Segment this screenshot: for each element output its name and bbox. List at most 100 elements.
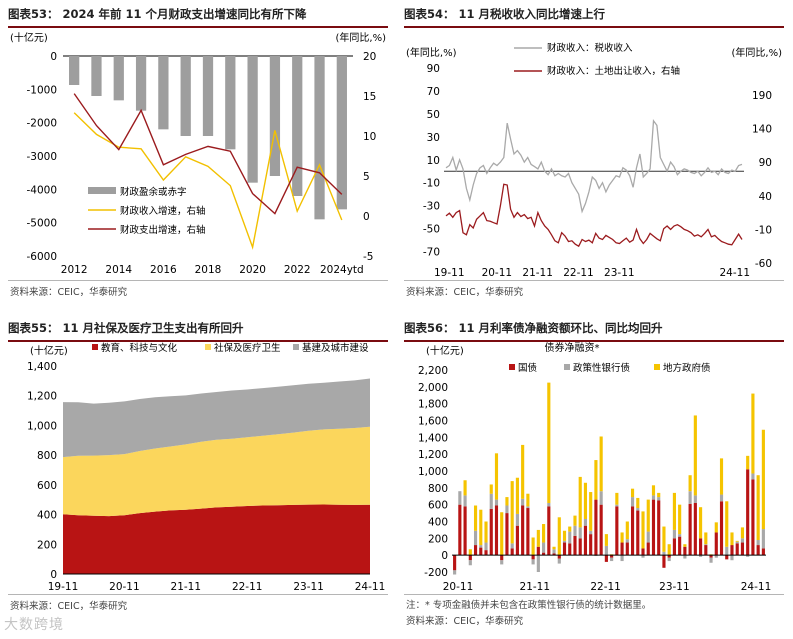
bar-policy-bank (521, 498, 525, 506)
y-tick-label-right: 40 (759, 191, 772, 203)
y-tick-label-left: 70 (427, 86, 440, 98)
bar-treasury (735, 543, 739, 556)
x-tick-label: 2012 (61, 264, 88, 276)
panel-fig56: 图表56： 11 月利率债净融资额环比、同比均回升 (十亿元) 债券净融资* 2,2… (404, 318, 784, 636)
bar-policy-bank (531, 559, 535, 565)
y-tick-label-left: -30 (423, 201, 440, 213)
y-tick-label: 1,000 (27, 420, 57, 432)
y-tick-label: 1,800 (418, 399, 448, 411)
bar-policy-bank (562, 540, 567, 543)
bar-local-gov (620, 532, 624, 543)
x-tick-label: 19-11 (434, 267, 465, 278)
y-tick-label-right: 90 (759, 157, 772, 169)
y-tick-label: 1,400 (418, 432, 448, 444)
title-rule (404, 340, 784, 342)
y-tick-label: 200 (428, 533, 448, 545)
y-tick-label: 800 (428, 483, 448, 495)
chart-fig56: (十亿元) 债券净融资* 2,200 2,000 1,800 1,600 1,400 1,20… (418, 342, 771, 592)
legend-label: 地方政府债 (663, 362, 711, 374)
source-text: 资料来源：CEIC，华泰研究 (10, 287, 128, 298)
x-tick-label: 23-11 (659, 581, 690, 592)
bar-treasury (678, 536, 682, 556)
y-tick-label: -200 (424, 567, 448, 579)
x-tick-label: 22-11 (563, 267, 594, 278)
bar-treasury (568, 543, 572, 556)
title-rule (404, 26, 784, 28)
bar-local-gov (505, 497, 509, 506)
bar-local-gov (636, 497, 640, 509)
x-tick-label: 23-11 (604, 267, 635, 278)
bar-policy-bank (610, 557, 614, 562)
bar-local-gov (688, 475, 692, 492)
x-tick-label: 2020 (239, 264, 266, 276)
y-tick-label-right: 190 (752, 90, 772, 102)
bar-policy-bank (568, 531, 572, 544)
bar-policy-bank (526, 506, 530, 509)
bar-policy-bank (599, 491, 603, 505)
y-tick-label-right: 5 (363, 171, 370, 183)
y-tick-label: 1,000 (418, 466, 448, 478)
source-rule (8, 280, 388, 281)
bar-policy-bank (641, 555, 645, 558)
x-tick-label: 20-11 (482, 267, 513, 278)
bar-local-gov (725, 501, 729, 547)
bar-local-gov (683, 544, 687, 547)
bar-local-gov (526, 493, 530, 507)
x-tick-label: 21-11 (171, 581, 202, 592)
legend-label: 财政收入：土地出让收入，右轴 (547, 65, 680, 77)
bar-policy-bank (458, 491, 462, 505)
bar-policy-bank (699, 555, 703, 557)
bar-local-gov (740, 527, 745, 539)
note-text: 注：* 专项金融债并未包含在政策性银行债的统计数据里。 (406, 600, 652, 611)
bar-treasury (500, 555, 504, 561)
bar-policy-bank (756, 540, 760, 546)
bar-treasury (751, 479, 755, 556)
bar-treasury (594, 499, 598, 556)
area-education-science-culture (63, 504, 370, 574)
legend-label: 财政支出增速，右轴 (120, 224, 206, 236)
bar-local-gov (568, 526, 572, 532)
bar-local-gov (468, 549, 472, 556)
y-tick-label: 400 (37, 510, 57, 522)
legend-swatch (509, 364, 515, 370)
y-tick-label-left: 90 (427, 63, 440, 75)
bar-treasury (672, 538, 676, 556)
bar-policy-bank (463, 495, 467, 507)
bar-treasury (704, 545, 708, 556)
bar-deficit (247, 56, 258, 183)
x-tick-label: 21-11 (520, 581, 551, 592)
bar-treasury (515, 525, 519, 556)
bar-treasury (699, 538, 703, 556)
bar-policy-bank (484, 542, 488, 551)
bar-local-gov (714, 522, 718, 533)
x-tick-label: 2024ytd (320, 264, 364, 276)
y-tick-label: 600 (37, 480, 57, 492)
bar-treasury (657, 500, 661, 556)
bar-treasury (552, 553, 556, 556)
bar-treasury (667, 555, 671, 558)
bar-policy-bank (620, 555, 624, 562)
bar-deficit (91, 56, 102, 96)
bar-treasury (709, 555, 713, 558)
x-tick-label: 22-11 (232, 581, 263, 592)
bar-policy-bank (761, 529, 765, 549)
x-tick-label: 2016 (150, 264, 177, 276)
bar-treasury (604, 555, 608, 562)
bar-local-gov (735, 540, 739, 542)
legend-label: 财政盈余或赤字 (120, 186, 187, 198)
bar-policy-bank (578, 527, 582, 539)
legend-swatch (293, 344, 299, 350)
bar-treasury (740, 542, 745, 556)
left-axis-unit: (十亿元) (10, 31, 48, 44)
x-tick-label: 20-11 (443, 581, 474, 592)
bar-local-gov (751, 393, 755, 474)
y-tick-label-left: 10 (427, 155, 440, 167)
bar-local-gov (625, 521, 629, 540)
source-text: 资料来源：CEIC，华泰研究 (406, 616, 524, 627)
bar-local-gov (557, 517, 561, 556)
y-tick-label-right: 140 (752, 124, 772, 136)
bar-policy-bank (583, 518, 588, 526)
source-text: 资料来源：CEIC，华泰研究 (10, 601, 128, 612)
bar-local-gov (562, 530, 567, 541)
bar-policy-bank (730, 555, 734, 561)
